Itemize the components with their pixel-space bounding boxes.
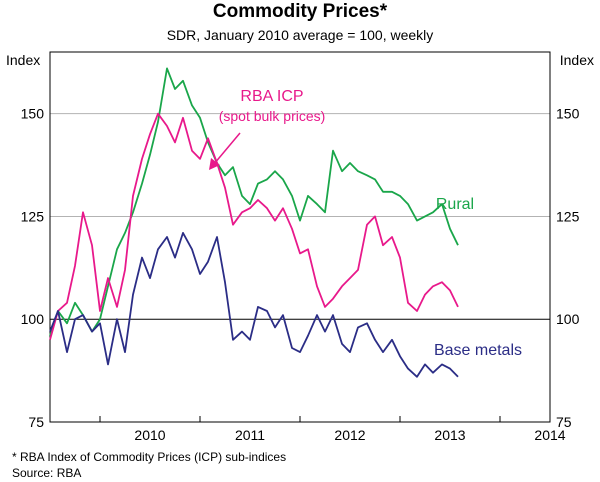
x-tick-label-2011: 2011 bbox=[235, 427, 265, 443]
y-tick-label-right-100: 100 bbox=[556, 311, 580, 327]
y-tick-label-right-150: 150 bbox=[556, 106, 580, 122]
annotation-spot-bulk-prices: (spot bulk prices) bbox=[219, 108, 326, 124]
y-tick-label-left-75: 75 bbox=[28, 414, 44, 430]
series-line-rba-icp bbox=[49, 112, 459, 341]
chart-title: Commodity Prices* bbox=[212, 1, 388, 22]
y-tick-label-left-125: 125 bbox=[21, 208, 45, 224]
y-tick-label-left-100: 100 bbox=[21, 311, 45, 327]
annotation-rural: Rural bbox=[436, 196, 474, 213]
y-tick-label-left-150: 150 bbox=[21, 106, 45, 122]
footnote: * RBA Index of Commodity Prices (ICP) su… bbox=[12, 450, 287, 464]
y-tick-label-right-125: 125 bbox=[556, 208, 580, 224]
y-tick-label-right-75: 75 bbox=[556, 414, 572, 430]
x-tick-label-2014: 2014 bbox=[534, 427, 565, 443]
x-tick-label-2012: 2012 bbox=[334, 427, 365, 443]
x-tick-label-2010: 2010 bbox=[134, 427, 165, 443]
source-note: Source: RBA bbox=[12, 466, 82, 480]
annotation-arrow-shaft bbox=[213, 132, 241, 165]
y-axis-label-left: Index bbox=[6, 52, 41, 68]
annotation-arrow-head bbox=[209, 158, 220, 170]
series-line-base-metals bbox=[49, 231, 459, 378]
annotation-base-metals: Base metals bbox=[434, 342, 522, 359]
series-line-rural bbox=[49, 67, 459, 336]
chart-subtitle: SDR, January 2010 average = 100, weekly bbox=[166, 27, 434, 43]
y-axis-label-right: Index bbox=[559, 52, 594, 68]
annotation-rba-icp: RBA ICP bbox=[240, 88, 303, 105]
x-tick-label-2013: 2013 bbox=[434, 427, 465, 443]
